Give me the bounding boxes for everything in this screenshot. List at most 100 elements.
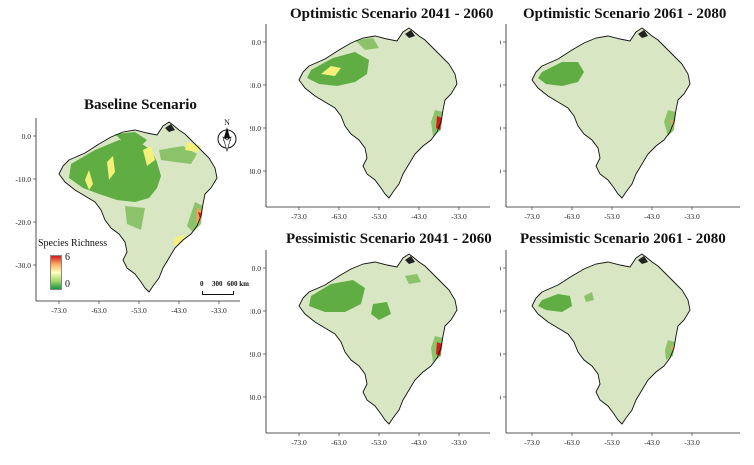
richness-region [321,66,341,76]
legend-min-label: 0 [65,279,70,290]
x-tick-label: -63.0 [331,438,347,447]
baseline-map-shape [58,121,218,293]
map-shape [298,27,458,199]
y-tick-label: -20.0 [250,124,261,133]
y-tick-label: 0.0 [252,264,262,273]
delta-mark [405,256,415,264]
x-tick-label: -53.0 [604,212,620,221]
scalebar-tick-0: 0 [200,280,204,288]
x-tick-label: -73.0 [51,306,67,315]
x-tick-label: -33.0 [684,438,700,447]
delta-mark [638,30,648,38]
y-tick-label: 0.0 [22,132,32,141]
y-tick-label: -10.0 [250,81,261,90]
country-outline [531,253,691,425]
map-axes: -73.0 -63.0 -53.0 -43.0 -33.0 0.0 -10.0 -20.0 -3… [500,24,740,221]
y-tick-label: -10.0 [500,81,501,90]
map-shape [298,253,458,425]
x-tick-label: -73.0 [524,438,540,447]
baseline-title: Baseline Scenario [84,97,197,113]
x-tick-label: -43.0 [171,306,187,315]
panel-optimistic-2041: Optimistic Scenario 2041 - 2060 -73.0 -63… [250,0,500,228]
panel-optimistic-2061: Optimistic Scenario 2061 - 2080 -73.0 -63… [500,0,754,228]
y-tick-label: -10.0 [500,307,501,316]
x-tick-label: -43.0 [411,212,427,221]
y-tick-label: -30.0 [500,393,501,402]
richness-region [173,234,185,246]
y-tick-label: -20.0 [500,350,501,359]
x-tick-label: -43.0 [644,212,660,221]
y-tick-label: -30.0 [250,167,261,176]
baseline-panel: Baseline Scenario -73.0 -63.0 -53.0 -43.0 -3… [0,90,250,320]
scalebar-bar [202,291,234,295]
x-tick-label: -53.0 [371,438,387,447]
richness-region [436,342,442,356]
richness-region [584,292,594,302]
richness-region [159,146,197,164]
panel-pessimistic-2041: Pessimistic Scenario 2041 - 2060 -73.0 -6… [250,228,500,465]
north-arrow-icon: N [217,118,237,153]
richness-region [143,146,155,166]
country-outline [298,253,458,425]
x-tick-label: -73.0 [291,438,307,447]
country-outline [298,27,458,199]
richness-region [85,170,93,190]
country-outline [531,27,691,199]
richness-region [115,132,147,146]
delta-mark [405,30,415,38]
y-tick-label: -20.0 [15,218,31,227]
x-tick-label: -53.0 [131,306,147,315]
scenario-map: -73.0 -63.0 -53.0 -43.0 -33.0 0.0 -10.0 -20.0 -3… [500,250,740,447]
map-shape [531,27,691,199]
y-tick-label: 0.0 [252,38,262,47]
x-tick-label: -73.0 [291,212,307,221]
richness-region [185,142,201,152]
map-axes: -73.0 -63.0 -53.0 -43.0 -33.0 0.0 -10.0 -20.0 -3… [250,24,490,221]
x-tick-label: -53.0 [371,212,387,221]
north-label: N [224,118,230,127]
richness-region [125,206,145,230]
y-tick-label: 0.0 [500,264,501,273]
legend: Species Richness 6 0 [38,238,148,298]
x-tick-label: -53.0 [604,438,620,447]
baseline-map: -73.0 -63.0 -53.0 -43.0 -33.0 0.0 -10.0 -20.0 -3… [15,118,240,315]
richness-region [196,208,202,224]
x-tick-label: -33.0 [211,306,227,315]
richness-region [538,294,572,312]
map-axes: -73.0 -63.0 -53.0 -43.0 -33.0 0.0 -10.0 -20.0 -3… [500,250,740,447]
delta-mark [638,256,648,264]
land-fill [299,28,457,198]
y-tick-label: -30.0 [250,393,261,402]
baseline-axes: -73.0 -63.0 -53.0 -43.0 -33.0 0.0 -10.0 -20.0 -3… [15,118,240,315]
map-shape [531,253,691,425]
panel-title: Pessimistic Scenario 2061 - 2080 [520,231,726,247]
scalebar-tick-300: 300 [212,280,223,288]
y-tick-label: -30.0 [15,261,31,270]
y-tick-label: -30.0 [500,167,501,176]
scenario-map: -73.0 -63.0 -53.0 -43.0 -33.0 0.0 -10.0 -20.0 -3… [250,250,490,447]
y-tick-label: 0.0 [500,38,501,47]
x-tick-label: -63.0 [564,212,580,221]
richness-region [355,38,379,50]
map-axes: -73.0 -63.0 -53.0 -43.0 -33.0 0.0 -10.0 -20.0 -3… [250,250,490,447]
richness-region [665,340,675,360]
richness-region [309,280,365,312]
country-outline [58,121,218,293]
land-fill [532,28,690,198]
richness-region [371,302,391,320]
panel-title: Optimistic Scenario 2041 - 2060 [290,6,494,22]
legend-max-label: 6 [65,252,70,263]
x-tick-label: -63.0 [564,438,580,447]
richness-region [107,156,115,180]
x-tick-label: -33.0 [451,438,467,447]
x-tick-label: -63.0 [91,306,107,315]
panel-title: Pessimistic Scenario 2041 - 2060 [286,231,492,247]
x-tick-label: -33.0 [451,212,467,221]
land-fill [532,254,690,424]
delta-mark [165,124,175,132]
panel-title: Optimistic Scenario 2061 - 2080 [523,6,727,22]
richness-region [538,62,584,86]
scenario-map: -73.0 -63.0 -53.0 -43.0 -33.0 0.0 -10.0 -20.0 -3… [250,24,490,221]
land-fill [299,254,457,424]
y-tick-label: -10.0 [15,175,31,184]
